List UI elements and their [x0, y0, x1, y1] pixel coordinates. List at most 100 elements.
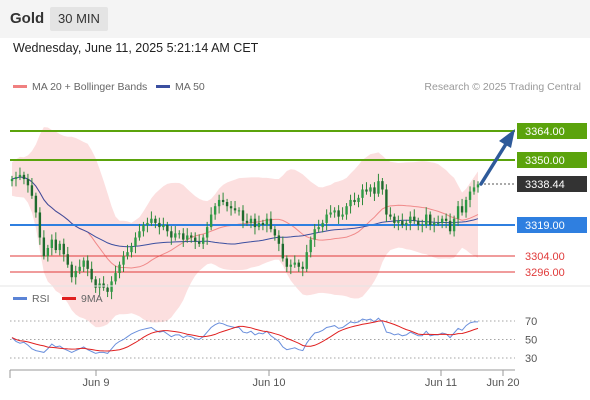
rsi-tick-label: 50 — [525, 335, 537, 347]
datetime-label: Wednesday, June 11, 2025 5:21:14 AM CET — [13, 41, 259, 55]
ma50-legend-label: MA 50 — [175, 81, 205, 93]
candle-body — [213, 206, 217, 215]
candle-body — [166, 225, 169, 232]
credit-label: Research © 2025 Trading Central — [424, 81, 581, 93]
candle-body — [58, 243, 61, 251]
ma20-legend-label: MA 20 + Bollinger Bands — [32, 81, 147, 93]
candle-body — [285, 258, 289, 267]
candle-body — [361, 189, 364, 198]
candle-body — [269, 218, 273, 230]
candle-body — [436, 222, 440, 224]
candle-body — [333, 210, 336, 213]
candle-body — [265, 218, 269, 225]
bollinger-bands — [12, 127, 478, 328]
rsi-legend-label: RSI — [32, 293, 50, 305]
s3-label: 3296.00 — [525, 267, 565, 279]
candle-body — [186, 235, 189, 240]
candle-body — [150, 218, 153, 223]
candle-body — [158, 222, 161, 228]
candle-body — [26, 179, 30, 186]
candle-body — [337, 210, 340, 217]
candle-body — [209, 214, 213, 228]
candle-body — [476, 184, 480, 188]
candle-body — [14, 176, 18, 180]
candle-body — [154, 218, 157, 223]
rsi-tick-label: 30 — [525, 353, 537, 365]
candle-body — [413, 216, 416, 221]
candle-body — [114, 273, 117, 282]
candle-body — [373, 187, 376, 194]
candle-body — [464, 199, 468, 213]
candle-body — [349, 199, 352, 207]
candle-body — [253, 218, 257, 228]
candle-body — [249, 218, 253, 223]
rsi-tick-label: 70 — [525, 316, 537, 328]
candles — [10, 167, 480, 300]
candle-body — [110, 281, 113, 292]
candle-body — [452, 218, 456, 232]
candle-body — [325, 214, 328, 223]
symbol-title: Gold — [10, 10, 45, 27]
candle-body — [118, 264, 121, 274]
candle-body — [134, 237, 137, 246]
x-axis-label: Jun 10 — [252, 377, 285, 389]
candle-body — [421, 225, 424, 226]
candle-body — [162, 225, 165, 228]
bollinger-band-fill — [12, 127, 478, 328]
candle-body — [138, 231, 141, 238]
candle-body — [297, 262, 300, 267]
candle-body — [78, 266, 81, 271]
candle-body — [86, 260, 89, 269]
last-price-label: 3338.44 — [525, 179, 565, 191]
candle-body — [190, 235, 193, 238]
candle-body — [10, 179, 14, 182]
candle-body — [90, 268, 93, 280]
candle-body — [393, 216, 396, 223]
candle-body — [233, 208, 237, 211]
candle-body — [38, 212, 42, 238]
candle-body — [46, 247, 50, 257]
forecast-arrow — [479, 129, 515, 186]
candle-body — [182, 233, 185, 240]
s1-label-box — [517, 217, 587, 233]
s2-label: 3304.00 — [525, 251, 565, 263]
ma50-line — [11, 176, 479, 248]
candle-body — [54, 239, 58, 251]
r1-label-box — [517, 152, 587, 168]
x-axis: Jun 9 Jun 10 Jun 11 Jun 20 — [9, 369, 520, 389]
ma20-legend-swatch — [13, 85, 27, 88]
candle-body — [273, 229, 277, 236]
candle-body — [257, 222, 261, 228]
candle-body — [225, 202, 229, 207]
r1-label: 3350.00 — [525, 155, 565, 167]
candle-body — [377, 181, 380, 194]
candle-body — [277, 235, 281, 244]
x-axis-label: Jun 20 — [486, 377, 519, 389]
candle-body — [82, 260, 85, 267]
candle-body — [122, 256, 125, 265]
candle-body — [194, 237, 197, 242]
r2-label: 3364.00 — [525, 126, 565, 138]
candle-body — [245, 220, 249, 223]
candle-body — [329, 212, 332, 215]
candle-body — [301, 266, 304, 269]
candle-body — [42, 237, 46, 257]
rsi-ma-legend-label: 9MA — [81, 293, 103, 305]
candle-body — [401, 220, 404, 225]
timeframe-button[interactable]: 30 MIN — [50, 7, 108, 31]
candle-body — [130, 245, 133, 253]
rsi-legend: RSI 9MA — [13, 293, 103, 305]
candle-body — [174, 233, 177, 238]
candle-body — [341, 214, 344, 217]
candle-body — [472, 187, 476, 192]
candle-body — [305, 252, 308, 269]
ma20-line — [11, 176, 479, 269]
candle-body — [170, 231, 173, 238]
candle-body — [417, 220, 420, 225]
candle-body — [357, 197, 360, 203]
legend: MA 20 + Bollinger Bands MA 50 Research ©… — [13, 81, 581, 93]
candle-body — [241, 210, 245, 221]
s1-label: 3319.00 — [525, 220, 565, 232]
candle-body — [66, 254, 69, 265]
